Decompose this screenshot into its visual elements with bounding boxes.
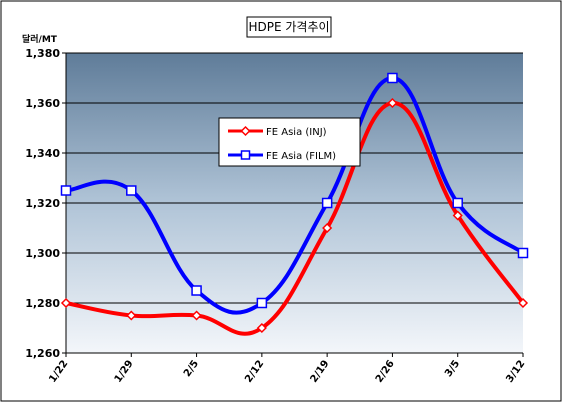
series-film	[60, 72, 529, 315]
legend-label-inj: FE Asia (INJ)	[266, 127, 327, 138]
legend: FE Asia (INJ) FE Asia (FILM)	[218, 117, 361, 167]
data-point	[60, 185, 72, 196]
data-point	[322, 222, 333, 234]
title-box	[246, 16, 332, 38]
legend-label-film: FE Asia (FILM)	[266, 151, 336, 162]
data-point	[191, 285, 202, 296]
data-point	[387, 72, 398, 84]
grid-lines	[66, 52, 523, 354]
data-point	[126, 185, 137, 196]
data-point	[191, 310, 202, 321]
y-tick-label: 1,320	[25, 197, 60, 210]
y-tick-label: 1,340	[25, 147, 60, 160]
legend-marker-inj	[240, 125, 251, 137]
data-point	[387, 97, 398, 109]
data-point	[452, 197, 463, 209]
series-line	[65, 76, 525, 315]
series-inj	[60, 97, 529, 336]
data-point	[517, 297, 529, 309]
data-point	[256, 297, 268, 309]
y-tick-label: 1,300	[25, 247, 60, 260]
data-point	[321, 197, 333, 209]
data-point	[256, 322, 267, 334]
series-layer	[60, 72, 529, 336]
unit-label: 달러/MT	[22, 33, 58, 45]
data-point	[60, 297, 72, 309]
series-line	[65, 101, 525, 336]
data-point	[452, 210, 463, 221]
y-tick-label: 1,380	[25, 47, 60, 60]
data-point	[517, 247, 529, 259]
y-tick-label: 1,260	[25, 347, 60, 360]
y-tick-label: 1,360	[25, 97, 60, 110]
chart-title: HDPE 가격추이	[248, 20, 329, 34]
y-tick-label: 1,280	[25, 297, 60, 310]
data-point	[126, 310, 137, 321]
legend-marker-film	[240, 150, 251, 160]
y-tick-labels: 1,260 1,280 1,300 1,320 1,340 1,360 1,380	[25, 47, 66, 360]
